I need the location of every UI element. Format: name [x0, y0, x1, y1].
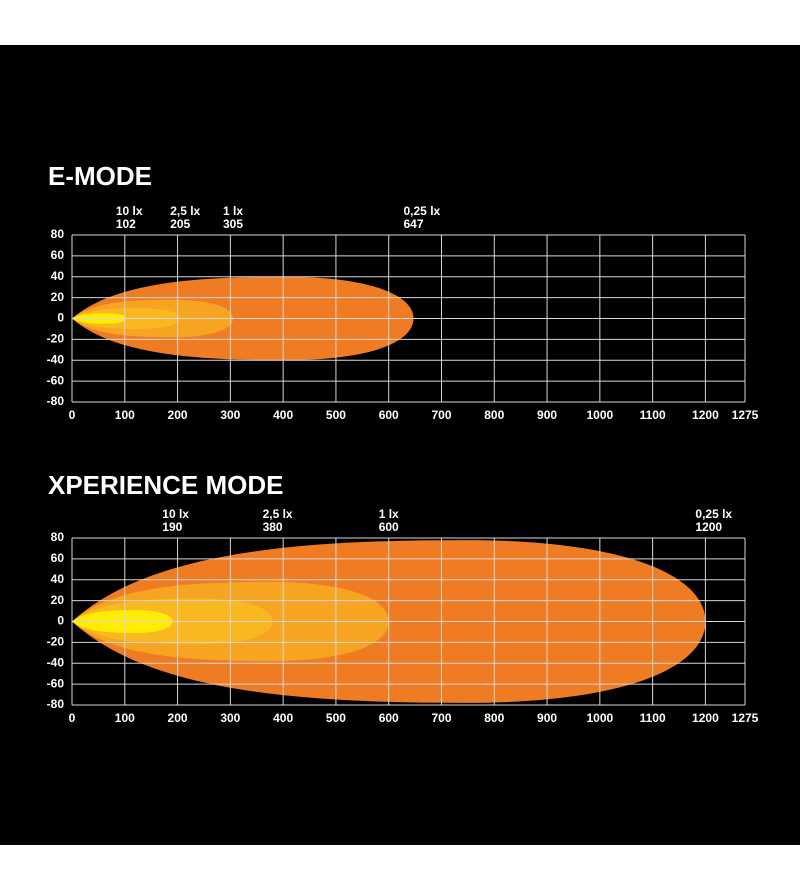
x-tick-label: 1100	[640, 408, 666, 422]
x-tick-label: 0	[69, 711, 76, 725]
reach-label: 600	[379, 520, 399, 534]
lux-label: 10 lx	[162, 507, 189, 521]
x-tick-label: 1000	[586, 408, 613, 422]
x-tick-label: 1275	[732, 408, 759, 422]
x-tick-label: 0	[69, 408, 76, 422]
x-tick-label: 700	[431, 711, 451, 725]
x-tick-label: 800	[484, 408, 504, 422]
y-tick-label: 20	[51, 290, 65, 304]
x-tick-label: 500	[326, 408, 346, 422]
y-tick-label: 80	[51, 227, 65, 241]
lux-label: 0,25 lx	[695, 507, 732, 521]
x-tick-label: 1200	[692, 408, 719, 422]
x-tick-label: 1275	[732, 711, 759, 725]
y-tick-label: -40	[47, 655, 65, 669]
y-tick-label: -40	[47, 352, 65, 366]
x-tick-label: 600	[379, 408, 399, 422]
reach-label: 205	[170, 217, 190, 231]
y-tick-label: -60	[47, 373, 65, 387]
x-tick-label: 100	[115, 408, 135, 422]
y-tick-label: -80	[47, 394, 65, 408]
lux-label: 2,5 lx	[170, 204, 200, 218]
x-tick-label: 600	[379, 711, 399, 725]
x-tick-label: 1100	[640, 711, 666, 725]
reach-label: 380	[263, 520, 283, 534]
reach-label: 647	[404, 217, 424, 231]
y-tick-label: -20	[47, 332, 65, 346]
y-tick-label: 0	[57, 311, 64, 325]
x-tick-label: 1000	[586, 711, 613, 725]
x-tick-label: 1200	[692, 711, 719, 725]
x-tick-label: 400	[273, 408, 293, 422]
x-tick-label: 800	[484, 711, 504, 725]
y-tick-label: -80	[47, 697, 65, 711]
x-tick-label: 300	[220, 408, 240, 422]
y-tick-label: 20	[51, 593, 65, 607]
lux-label: 0,25 lx	[404, 204, 441, 218]
chart-title: XPERIENCE MODE	[48, 470, 284, 500]
x-tick-label: 200	[168, 408, 188, 422]
y-tick-label: 60	[51, 248, 65, 262]
x-tick-label: 500	[326, 711, 346, 725]
x-tick-label: 400	[273, 711, 293, 725]
x-tick-label: 900	[537, 408, 557, 422]
background	[0, 45, 800, 845]
x-tick-label: 100	[115, 711, 135, 725]
y-tick-label: -60	[47, 676, 65, 690]
reach-label: 102	[116, 217, 136, 231]
x-tick-label: 700	[431, 408, 451, 422]
lux-label: 10 lx	[116, 204, 143, 218]
y-tick-label: 0	[57, 614, 64, 628]
reach-label: 1200	[695, 520, 722, 534]
y-tick-label: 80	[51, 530, 65, 544]
chart-title: E-MODE	[48, 161, 152, 191]
x-tick-label: 900	[537, 711, 557, 725]
lux-label: 1 lx	[223, 204, 243, 218]
x-tick-label: 200	[168, 711, 188, 725]
y-tick-label: 40	[51, 269, 65, 283]
lux-label: 2,5 lx	[263, 507, 293, 521]
x-tick-label: 300	[220, 711, 240, 725]
y-tick-label: 60	[51, 551, 65, 565]
y-tick-label: 40	[51, 572, 65, 586]
y-tick-label: -20	[47, 635, 65, 649]
lux-label: 1 lx	[379, 507, 399, 521]
reach-label: 305	[223, 217, 243, 231]
reach-label: 190	[162, 520, 182, 534]
